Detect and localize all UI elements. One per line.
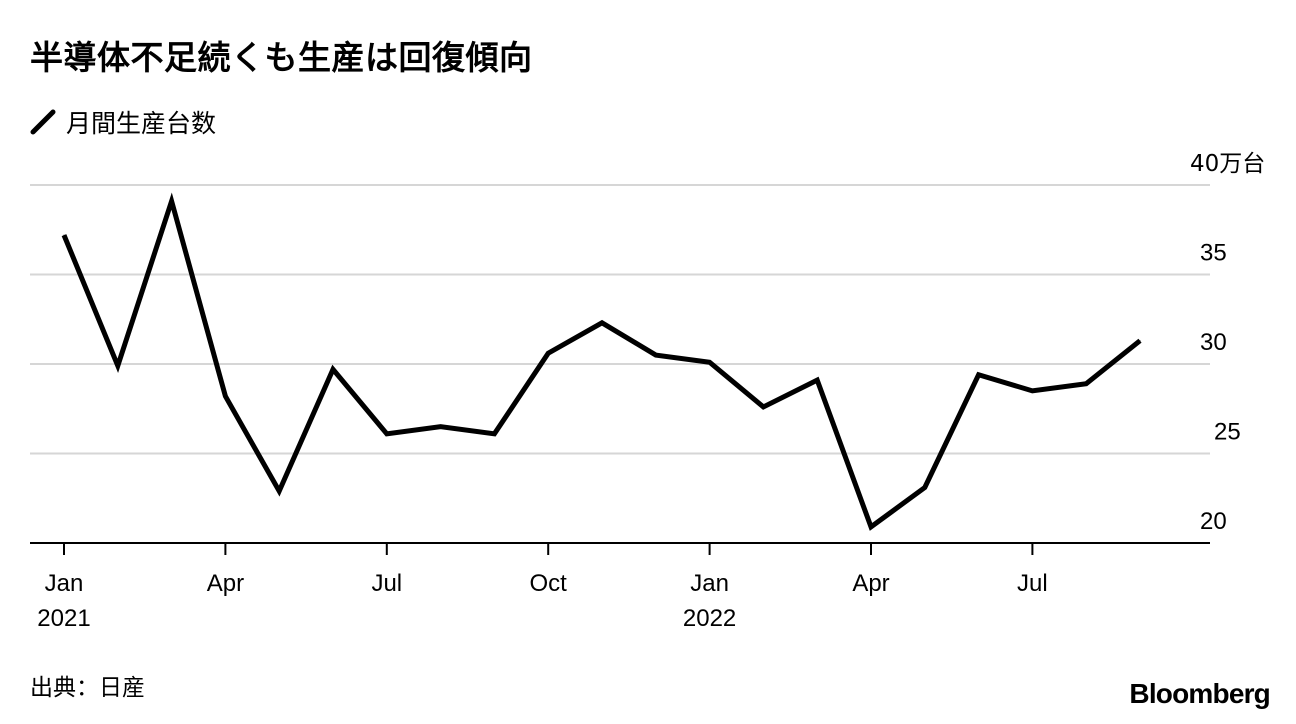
- x-axis: Jan 2021 Apr Jul Oct Jan 2022 Apr Jul: [30, 542, 1210, 632]
- gridlines: [30, 184, 1210, 455]
- data-point: [816, 379, 818, 381]
- data-point: [547, 352, 549, 354]
- x-tick-label: Jul: [371, 570, 402, 597]
- data-point: [1139, 340, 1141, 342]
- data-point: [1085, 383, 1087, 385]
- x-tick-year-label: 2021: [37, 605, 90, 632]
- data-point: [224, 395, 226, 397]
- x-tick-label: Oct: [530, 570, 568, 597]
- x-tick-year-label: 2022: [683, 605, 736, 632]
- data-point: [171, 200, 173, 202]
- y-tick-label: 35: [1200, 240, 1227, 267]
- legend-label: 月間生産台数: [66, 109, 217, 138]
- legend: 月間生産台数: [30, 104, 216, 140]
- source-note: 出典：日産: [30, 675, 145, 701]
- y-axis-ticks: 40万台 35 30 25 20: [1190, 151, 1265, 535]
- data-point: [493, 433, 495, 435]
- data-point: [1031, 390, 1033, 392]
- y-tick-label: 30: [1200, 329, 1227, 356]
- x-tick-label: Apr: [852, 570, 889, 597]
- data-point: [117, 365, 119, 367]
- x-tick-label: Jan: [690, 570, 729, 597]
- data-point: [870, 526, 872, 528]
- data-point: [762, 406, 764, 408]
- data-point: [709, 361, 711, 363]
- y-tick-label: 25: [1214, 419, 1241, 446]
- data-point: [332, 368, 334, 370]
- y-tick-label: 20: [1200, 508, 1227, 535]
- data-point: [655, 354, 657, 356]
- legend-line-swatch: [30, 109, 56, 135]
- data-point: [278, 490, 280, 492]
- data-point: [63, 234, 65, 236]
- data-point: [601, 322, 603, 324]
- data-point: [924, 487, 926, 489]
- bloomberg-logo: Bloomberg: [1129, 678, 1270, 709]
- x-tick-label: Apr: [207, 570, 244, 597]
- data-point: [978, 374, 980, 376]
- data-point: [386, 433, 388, 435]
- x-tick-label: Jan: [45, 570, 84, 597]
- x-tick-label: Jul: [1017, 570, 1048, 597]
- data-point: [440, 426, 442, 428]
- series-layer: [61, 192, 1142, 531]
- chart-title: 半導体不足続くも生産は回復傾向: [30, 38, 533, 77]
- y-tick-label: 40万台: [1190, 151, 1265, 177]
